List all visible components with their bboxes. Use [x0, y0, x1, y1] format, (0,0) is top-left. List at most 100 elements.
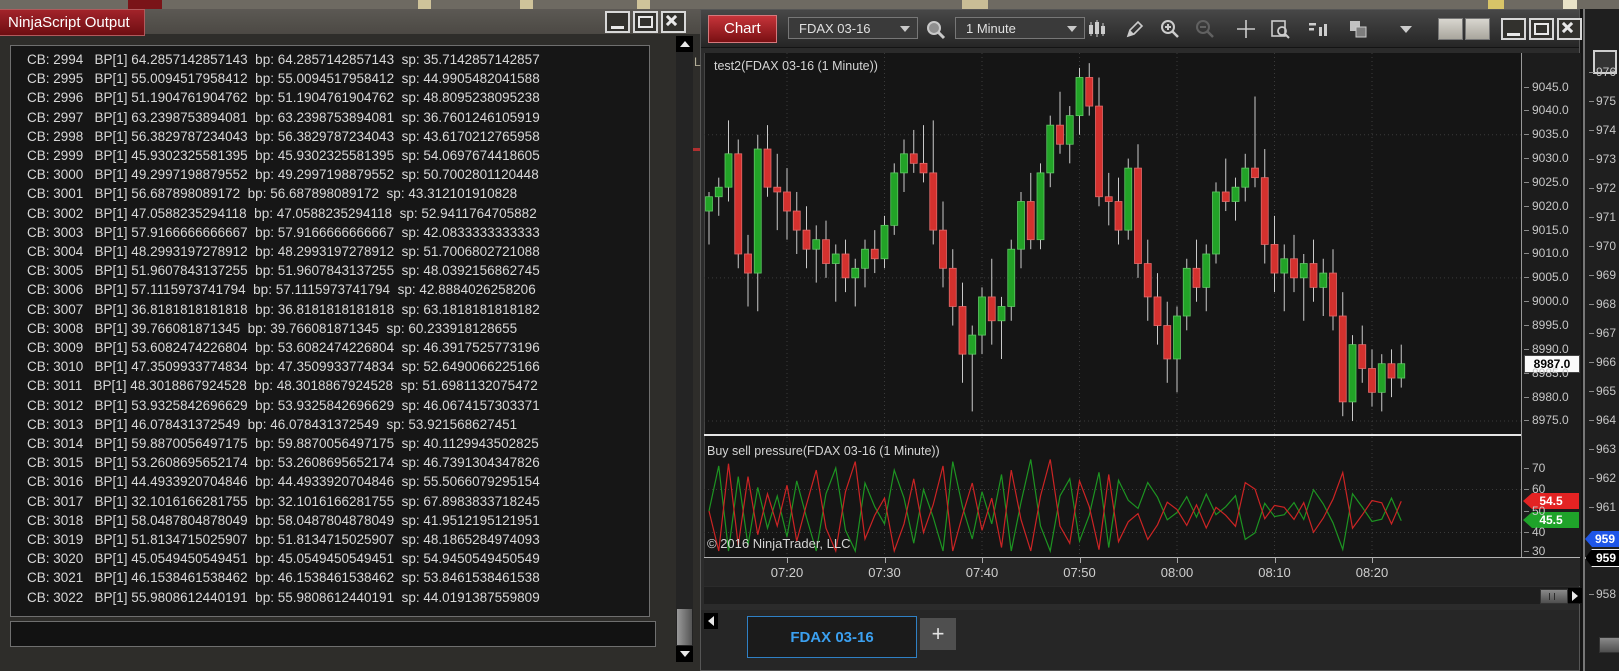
- background-blue-badge: 959: [1585, 531, 1619, 547]
- instrument-search-icon[interactable]: [925, 19, 947, 41]
- axis-tick-dash: [1589, 275, 1594, 276]
- maximize-button[interactable]: [1529, 18, 1554, 40]
- instrument-selector[interactable]: FDAX 03-16: [788, 17, 918, 39]
- more-tools-icon[interactable]: [1395, 18, 1417, 40]
- axis-tick-label: 9015.0: [1532, 223, 1569, 237]
- candle: [1036, 172, 1045, 241]
- workspace-button[interactable]: [1465, 18, 1490, 40]
- close-button[interactable]: [661, 11, 686, 33]
- workspace-button[interactable]: [1438, 18, 1463, 40]
- scroll-down-button[interactable]: [676, 646, 693, 662]
- candle: [929, 172, 938, 231]
- axis-tick-dash: [1589, 420, 1594, 421]
- output-line: CB: 3020 BP[1] 45.0549450549451 bp: 45.0…: [27, 551, 540, 567]
- scrollbar-thumb[interactable]: [677, 609, 692, 645]
- output-command-input[interactable]: [10, 621, 656, 647]
- axis-tick-label: 9010.0: [1532, 246, 1569, 260]
- output-line: CB: 2994 BP[1] 64.2857142857143 bp: 64.2…: [27, 52, 540, 67]
- axis-tick-label: 969: [1596, 268, 1617, 282]
- axis-tick-label: 8975.0: [1532, 413, 1569, 427]
- output-line: CB: 3018 BP[1] 58.0487804878049 bp: 58.0…: [27, 512, 540, 528]
- time-tick-label: 07:40: [965, 565, 999, 580]
- output-line: CB: 2997 BP[1] 63.2398753894081 bp: 63.2…: [27, 109, 540, 125]
- axis-tick-label: 9000.0: [1532, 294, 1569, 308]
- output-line: CB: 3012 BP[1] 53.9325842696629 bp: 53.9…: [27, 397, 540, 413]
- time-tick: [982, 558, 983, 563]
- candle: [1280, 258, 1289, 274]
- axis-tick-dash: [1524, 397, 1529, 398]
- price-axis[interactable]: 8987.0 54.5 45.5 9045.0 9040.0 9035.0 9030.…: [1521, 53, 1581, 557]
- tab-strip: FDAX 03-16 +: [701, 610, 1579, 670]
- axis-tick-dash: [1524, 468, 1529, 469]
- output-line: CB: 3022 BP[1] 55.9808612440191 bp: 55.9…: [27, 589, 540, 605]
- chart-window-title: Chart: [708, 15, 777, 43]
- tab-fdax-03-16[interactable]: FDAX 03-16: [747, 616, 917, 658]
- candle: [1299, 263, 1308, 279]
- time-axis[interactable]: 07:20 07:30 07:40 07:50 08:00 08:10 08:20: [704, 557, 1580, 586]
- axis-tick-dash: [1524, 373, 1529, 374]
- background-window-fragment: [962, 0, 988, 9]
- output-scrollbar[interactable]: [676, 36, 693, 662]
- output-text-area[interactable]: CB: 2994 BP[1] 64.2857142857143 bp: 64.2…: [10, 45, 650, 617]
- candle: [1114, 201, 1123, 231]
- candle: [1192, 267, 1201, 288]
- time-tick-label: 08:20: [1355, 565, 1389, 580]
- axis-tick-dash: [1524, 230, 1529, 231]
- candle: [1056, 124, 1064, 145]
- background-window-fragment: L: [694, 55, 701, 69]
- axis-tick-label: 961: [1596, 500, 1617, 514]
- candle: [1075, 77, 1084, 117]
- time-tick: [1079, 558, 1081, 563]
- hscrollbar-thumb[interactable]: [1540, 589, 1568, 604]
- output-line: CB: 3001 BP[1] 56.687898089172 bp: 56.68…: [27, 186, 518, 202]
- close-button[interactable]: [1557, 18, 1582, 40]
- indicator-panel-label: Buy sell pressure(FDAX 03-16 (1 Minute)): [707, 444, 940, 458]
- output-line: CB: 3009 BP[1] 53.6082474226804 bp: 53.6…: [27, 340, 540, 356]
- axis-tick-label: 9040.0: [1532, 103, 1569, 117]
- maximize-button[interactable]: [633, 11, 658, 33]
- axis-tick-dash: [1589, 130, 1594, 131]
- candle: [1348, 344, 1357, 403]
- data-box-icon[interactable]: [1269, 18, 1291, 40]
- axis-tick-label: 976: [1596, 65, 1617, 79]
- zoom-in-icon[interactable]: [1159, 18, 1181, 40]
- candle: [1104, 196, 1113, 202]
- axis-tick-dash: [1524, 511, 1529, 512]
- scroll-right-button[interactable]: [1568, 588, 1582, 603]
- axis-tick-label: 967: [1596, 326, 1617, 340]
- indicators-icon[interactable]: [1307, 18, 1329, 40]
- chart-style-icon[interactable]: [1086, 18, 1108, 40]
- add-tab-button[interactable]: +: [920, 618, 956, 650]
- axis-tick-label: 974: [1596, 123, 1617, 137]
- axis-tick-label: 968: [1596, 297, 1617, 311]
- output-line: CB: 2996 BP[1] 51.1904761904762 bp: 51.1…: [27, 90, 540, 106]
- output-line: CB: 3005 BP[1] 51.9607843137255 bp: 51.9…: [27, 263, 540, 279]
- output-lines: CB: 2994 BP[1] 64.2857142857143 bp: 64.2…: [27, 50, 540, 607]
- tab-scroll-left-button[interactable]: [704, 613, 718, 629]
- candle: [1095, 105, 1103, 198]
- axis-tick-label: 958: [1596, 587, 1617, 601]
- candle: [1202, 253, 1211, 288]
- output-window-titlebar[interactable]: NinjaScript Output: [0, 9, 700, 36]
- bring-to-front-icon[interactable]: [1347, 18, 1369, 40]
- axis-tick-label: 965: [1596, 384, 1617, 398]
- candle: [1017, 201, 1025, 250]
- axis-tick-label: 70: [1532, 461, 1546, 475]
- zoom-out-icon[interactable]: [1194, 18, 1216, 40]
- candle: [1231, 186, 1240, 202]
- interval-selector[interactable]: 1 Minute: [955, 17, 1085, 39]
- candle: [812, 239, 821, 250]
- horizontal-scrollbar[interactable]: [704, 587, 1582, 604]
- time-tick-label: 07:30: [868, 565, 901, 580]
- drawing-tools-icon[interactable]: [1124, 18, 1146, 40]
- scroll-up-button[interactable]: [676, 36, 693, 52]
- candle: [939, 229, 947, 269]
- minimize-button[interactable]: [605, 11, 630, 33]
- output-line: CB: 3002 BP[1] 47.0588235294118 bp: 47.0…: [27, 205, 537, 221]
- minimize-button[interactable]: [1501, 18, 1526, 40]
- candle: [744, 253, 752, 274]
- indicator-plot[interactable]: [704, 437, 1521, 557]
- candlestick-plot[interactable]: [704, 53, 1521, 434]
- panel-divider[interactable]: [704, 434, 1521, 436]
- crosshair-icon[interactable]: [1235, 18, 1257, 40]
